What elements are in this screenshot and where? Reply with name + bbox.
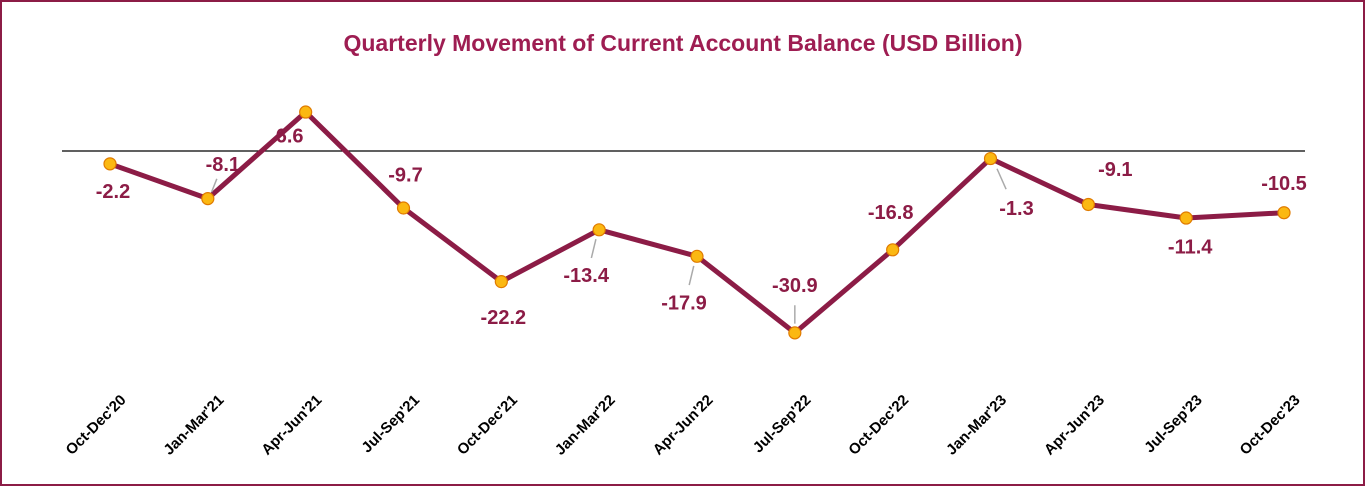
marker: [396, 201, 411, 215]
data-label: -9.1: [1098, 159, 1132, 181]
marker: [201, 191, 215, 206]
marker: [103, 157, 117, 171]
data-label: -8.1: [206, 154, 240, 176]
data-label: -17.9: [661, 293, 707, 315]
marker: [690, 249, 704, 263]
data-label: -13.4: [563, 265, 609, 287]
data-label: -2.2: [96, 181, 130, 203]
marker: [886, 243, 900, 257]
marker: [788, 326, 802, 340]
data-label: -1.3: [999, 198, 1033, 220]
data-label: -16.8: [868, 202, 914, 224]
data-label: -10.5: [1261, 173, 1307, 195]
marker: [592, 223, 606, 237]
marker: [1277, 206, 1291, 220]
data-label: 6.6: [276, 125, 304, 147]
leader-line: [210, 178, 218, 193]
marker: [494, 275, 508, 289]
marker: [1081, 197, 1095, 212]
data-label: -11.4: [1168, 236, 1213, 258]
data-label: -9.7: [388, 164, 422, 186]
marker: [1179, 211, 1193, 225]
leader-line: [688, 265, 695, 286]
data-label: -30.9: [772, 275, 818, 297]
leader-line: [996, 168, 1007, 190]
data-label: -22.2: [481, 307, 527, 329]
chart-title: Quarterly Movement of Current Account Ba…: [343, 30, 1022, 56]
marker: [983, 151, 998, 166]
marker: [299, 105, 313, 119]
leader-line: [590, 239, 597, 259]
